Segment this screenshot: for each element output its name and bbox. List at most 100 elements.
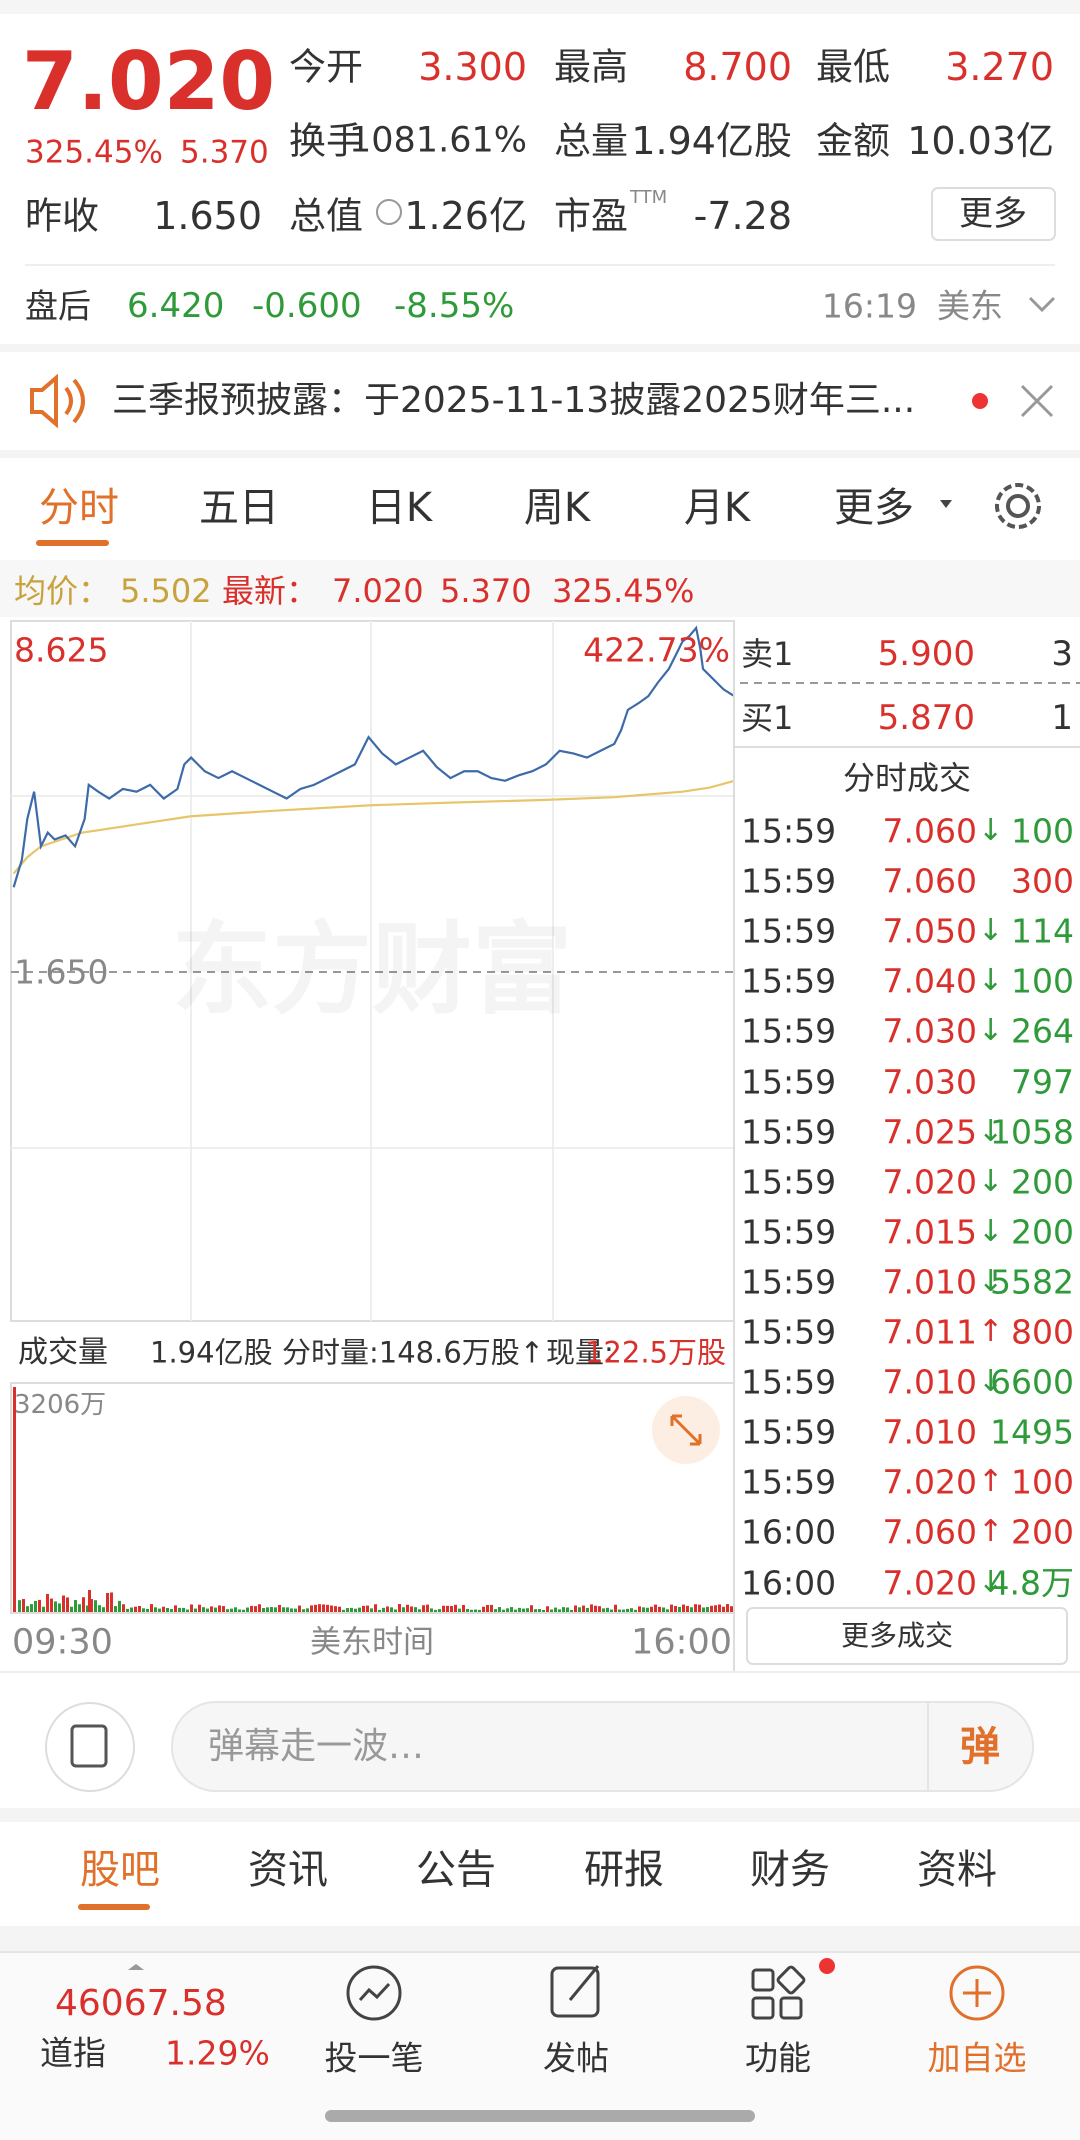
volume-bar <box>390 1607 393 1612</box>
section-tab[interactable]: 资料 <box>917 1847 997 1893</box>
after-hours-pct: -8.55% <box>394 286 515 326</box>
danmaku-icon <box>70 1724 108 1768</box>
volume-bar <box>98 1605 101 1612</box>
volume-bar <box>270 1607 273 1612</box>
trade-arrow: ↓ <box>978 1364 1004 1400</box>
volume-bar <box>650 1606 653 1612</box>
more-button[interactable] <box>931 187 1056 241</box>
nav-label[interactable]: 功能 <box>745 2038 811 2078</box>
volume-bar <box>242 1609 245 1612</box>
nav-label[interactable]: 投一笔 <box>324 2038 424 2078</box>
book-vol: 1 <box>1051 698 1073 738</box>
volume-bar <box>18 1600 21 1612</box>
trade-time: 15:59 <box>741 811 837 851</box>
volume-bar <box>562 1607 565 1612</box>
danmaku-toggle[interactable] <box>45 1702 135 1792</box>
expand-icon <box>670 1414 702 1446</box>
settings-icon[interactable] <box>1006 494 1030 518</box>
nav-label[interactable]: 发帖 <box>543 2038 609 2078</box>
volume-bar <box>158 1608 161 1612</box>
volume-bar <box>326 1604 329 1612</box>
volume-bar <box>190 1604 193 1612</box>
volume-bar <box>730 1606 733 1612</box>
tab[interactable]: 月K <box>683 485 751 531</box>
volume-bar <box>454 1604 457 1612</box>
section-tab[interactable]: 财务 <box>750 1847 830 1893</box>
trade-price: 7.020 <box>882 1563 977 1602</box>
more-trades-label[interactable]: 更多成交 <box>840 1619 954 1652</box>
tab[interactable]: 分时 <box>39 485 119 531</box>
volume-bar <box>62 1595 65 1612</box>
price-line <box>12 625 735 888</box>
volume-bar <box>450 1606 453 1612</box>
send-button[interactable]: 弹 <box>960 1724 1000 1770</box>
volume-bar <box>30 1604 33 1612</box>
trade-vol: 800 <box>1011 1312 1074 1352</box>
quote-avg-label: 均价： <box>14 572 111 610</box>
volume-bar <box>74 1600 77 1612</box>
trade-price: 7.010 <box>882 1362 977 1402</box>
volume-bar <box>682 1604 685 1612</box>
quote-last-label: 最新： <box>222 572 319 610</box>
volume-bar <box>598 1606 601 1612</box>
volume-bar <box>550 1609 553 1612</box>
tab[interactable]: 日K <box>365 485 433 531</box>
volume-bar <box>146 1608 149 1612</box>
volume-bar <box>370 1608 373 1612</box>
time-start: 09:30 <box>12 1622 113 1663</box>
post-icon[interactable] <box>550 1966 600 2018</box>
volume-bar <box>362 1605 365 1612</box>
comment-input[interactable] <box>171 1701 1034 1792</box>
volume-label[interactable]: 成交量 <box>18 1335 108 1370</box>
nav-label[interactable]: 加自选 <box>927 2038 1027 2078</box>
volume-bar <box>542 1609 545 1612</box>
notice-text[interactable]: 三季报预披露：于2025-11-13披露2025财年三... <box>112 380 916 421</box>
volume-bar <box>710 1605 713 1612</box>
invest-icon[interactable] <box>346 1965 402 2021</box>
volume-bar <box>46 1593 49 1612</box>
volume-bar <box>314 1604 317 1612</box>
tab[interactable]: 更多 <box>834 485 914 531</box>
volume-bar <box>534 1609 537 1612</box>
trade-vol: 100 <box>1011 1462 1074 1502</box>
volume-bar <box>38 1599 41 1612</box>
volume-bar <box>402 1607 405 1612</box>
trade-vol: 114 <box>1011 911 1074 951</box>
volume-bar <box>698 1604 701 1612</box>
stat-label: 总值 <box>289 194 363 238</box>
volume-bar <box>54 1601 57 1612</box>
more-button-label[interactable]: 更多 <box>959 194 1027 234</box>
tab[interactable]: 五日 <box>199 485 279 531</box>
high-label: 8.625 <box>14 630 109 670</box>
volume-bar <box>622 1609 625 1612</box>
volume-bar <box>706 1607 709 1612</box>
close-icon[interactable] <box>1020 384 1054 418</box>
section-tab[interactable]: 公告 <box>416 1847 496 1893</box>
dropdown-arrow[interactable] <box>940 500 952 508</box>
volume-bar <box>494 1609 497 1612</box>
more-trades-button[interactable] <box>746 1607 1068 1665</box>
section-tab[interactable]: 资讯 <box>248 1847 328 1893</box>
comment-placeholder[interactable]: 弹幕走一波… <box>208 1726 425 1767</box>
volume-bar <box>626 1608 629 1612</box>
volume-bar <box>590 1604 593 1612</box>
volume-bar <box>722 1606 725 1612</box>
book-price: 5.900 <box>877 634 975 674</box>
stat-label: 最高 <box>554 45 628 89</box>
volume-bar <box>286 1607 289 1612</box>
volume-bar <box>194 1608 197 1612</box>
after-hours-label: 盘后 <box>25 286 91 326</box>
section-tab[interactable]: 研报 <box>584 1847 664 1893</box>
add-watch-icon[interactable] <box>949 1965 1005 2021</box>
tab[interactable]: 周K <box>523 485 591 531</box>
function-icon[interactable] <box>751 1965 806 2020</box>
trade-price: 7.060 <box>882 861 977 901</box>
trade-price: 7.015 <box>882 1212 977 1252</box>
section-tab[interactable]: 股吧 <box>80 1847 160 1893</box>
chevron[interactable] <box>1028 296 1056 313</box>
trade-time: 15:59 <box>741 911 837 951</box>
price: 7.020 <box>22 35 276 128</box>
book-vol: 3 <box>1051 634 1073 674</box>
trade-vol: 797 <box>1011 1062 1074 1101</box>
index-value: 46067.58 <box>55 1983 227 2024</box>
